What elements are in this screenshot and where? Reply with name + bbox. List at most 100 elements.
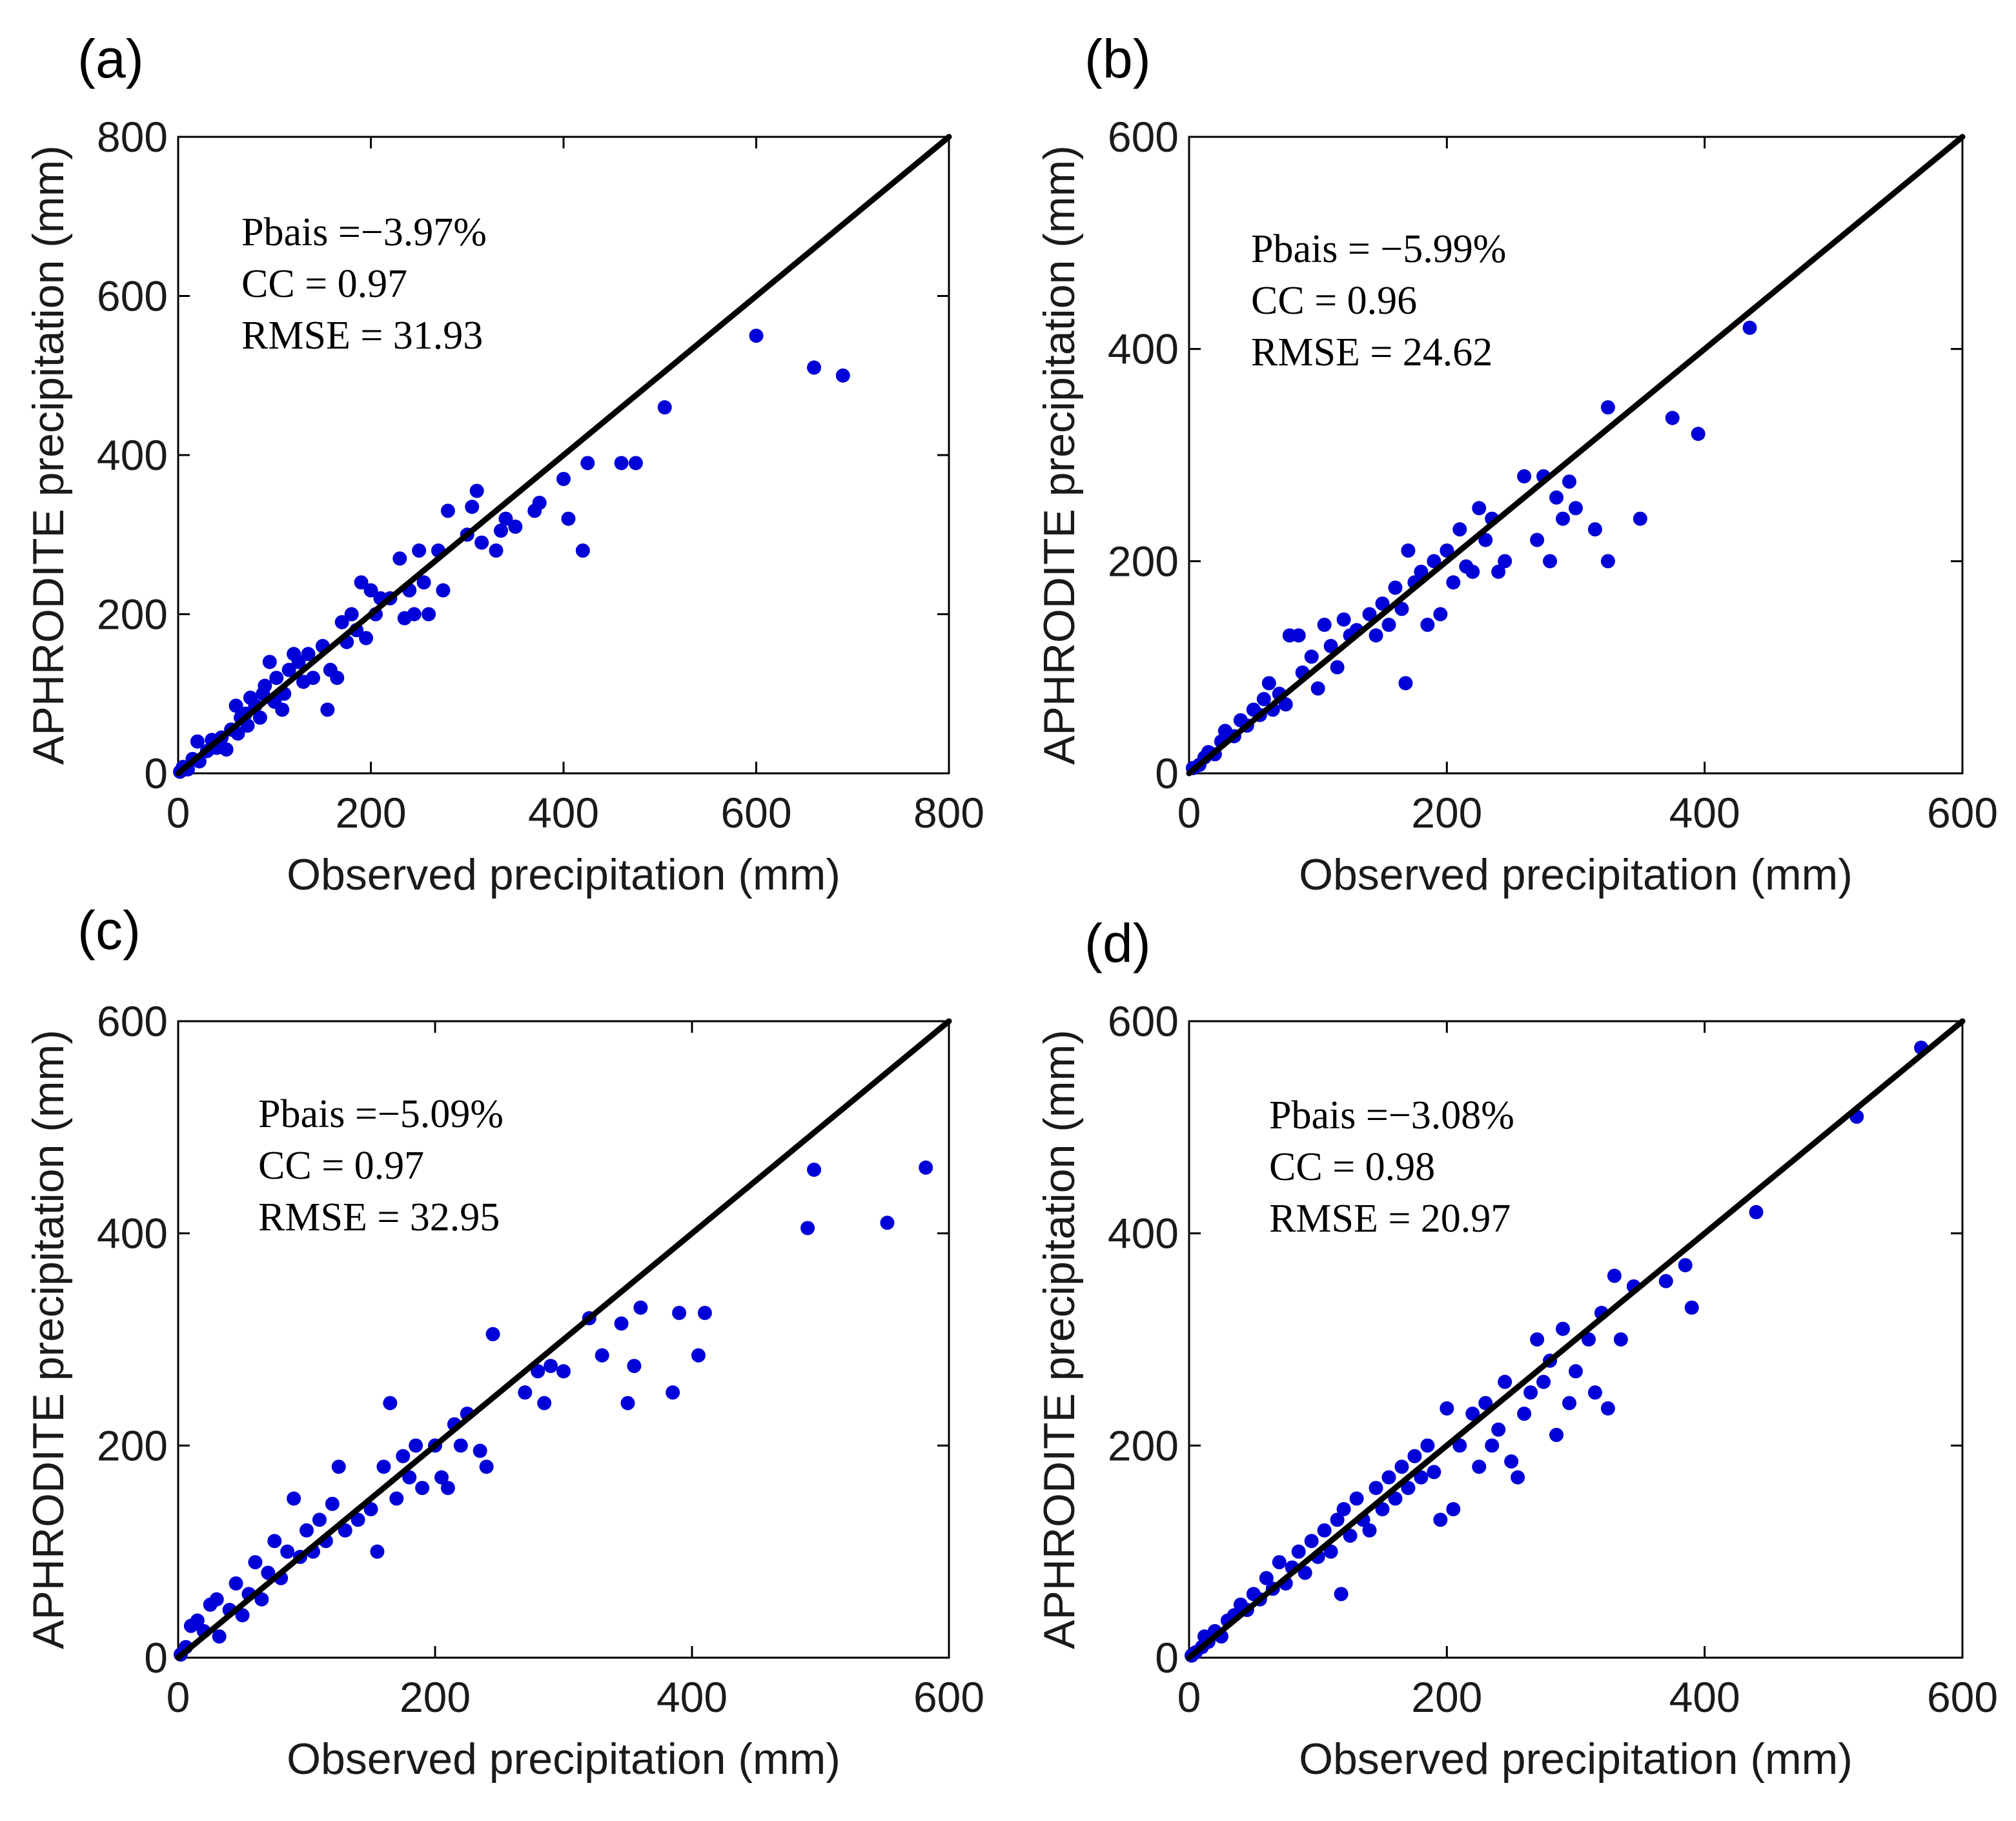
x-axis-label: Observed precipitation (mm) <box>287 1735 840 1784</box>
stat-line: RMSE = 32.95 <box>258 1195 500 1239</box>
scatter-point <box>1587 522 1602 537</box>
scatter-point <box>252 710 267 725</box>
scatter-point <box>493 524 508 538</box>
scatter-point <box>344 607 359 622</box>
scatter-point <box>267 1534 282 1549</box>
scatter-point <box>1478 1396 1493 1410</box>
scatter-point <box>330 671 345 686</box>
x-tick-label: 600 <box>720 789 791 837</box>
scatter-point <box>1259 1571 1274 1585</box>
scatter-point <box>402 1470 417 1485</box>
scatter-point <box>1465 1407 1480 1421</box>
x-tick-label: 0 <box>167 789 190 837</box>
scatter-point <box>434 1470 449 1485</box>
scatter-point <box>1691 427 1705 442</box>
scatter-point <box>835 368 850 383</box>
scatter-point <box>1472 501 1487 516</box>
y-tick-label: 0 <box>144 1634 168 1682</box>
scatter-point <box>338 1523 352 1538</box>
scatter-point <box>1587 1385 1602 1400</box>
scatter-point <box>281 662 296 677</box>
scatter-point <box>1298 1565 1312 1580</box>
scatter-point <box>235 1608 250 1623</box>
scatter-point <box>320 702 335 717</box>
x-tick-label: 400 <box>1669 1673 1740 1721</box>
scatter-point <box>258 678 272 693</box>
scatter-point <box>1362 1523 1377 1538</box>
scatter-point <box>1304 1534 1319 1549</box>
scatter-point <box>1394 602 1409 616</box>
x-tick-label: 200 <box>1411 1673 1482 1721</box>
axes-frame <box>177 1020 950 1659</box>
scatter-point <box>1381 1470 1396 1485</box>
scatter-point <box>537 1396 552 1410</box>
x-tick-label: 200 <box>1411 789 1482 837</box>
scatter-point <box>1562 1396 1577 1410</box>
scatter-point <box>1388 580 1403 595</box>
scatter-point <box>518 1385 533 1400</box>
x-tick-label: 400 <box>1669 789 1740 837</box>
scatter-point <box>1530 1332 1545 1347</box>
scatter-point <box>1600 554 1615 569</box>
scatter-point <box>1433 1512 1448 1527</box>
scatter-point <box>1304 649 1319 664</box>
y-axis-label: APHRODITE precipitation (mm) <box>1035 145 1084 765</box>
scatter-point <box>351 1512 365 1527</box>
scatter-point <box>1394 1460 1409 1474</box>
scatter-point <box>620 1396 635 1410</box>
scatter-point <box>1452 1438 1467 1453</box>
scatter-point <box>1543 554 1558 569</box>
scatter-point <box>508 519 523 534</box>
scatter-point <box>407 607 422 622</box>
scatter-point <box>614 456 629 471</box>
scatter-point <box>672 1305 687 1320</box>
scatter-point <box>1398 676 1413 691</box>
scatter-point <box>261 1565 276 1580</box>
scatter-point <box>1569 501 1583 516</box>
scatter-point <box>1336 612 1351 627</box>
scatter-point <box>1433 607 1448 622</box>
scatter-point <box>363 1501 378 1516</box>
scatter-point <box>409 1438 423 1453</box>
scatter-point <box>1440 1401 1454 1416</box>
scatter-point <box>219 742 234 757</box>
scatter-point <box>1607 1268 1622 1283</box>
y-tick-label: 600 <box>97 997 168 1045</box>
scatter-point <box>1369 1481 1383 1496</box>
scatter-point <box>1420 617 1435 632</box>
scatter-point <box>614 1316 629 1331</box>
scatter-point <box>440 504 455 518</box>
scatter-point <box>1491 1422 1506 1437</box>
scatter-point <box>531 1364 545 1379</box>
scatter-point <box>1440 543 1454 558</box>
y-tick-label: 0 <box>1155 749 1179 797</box>
scatter-point <box>383 1396 398 1410</box>
scatter-point <box>412 543 427 558</box>
scatter-point <box>422 607 436 622</box>
x-tick-label: 400 <box>657 1673 728 1721</box>
scatter-point <box>1511 1470 1525 1485</box>
scatter-point <box>291 655 306 669</box>
scatter-point <box>1498 554 1512 569</box>
scatter-point <box>473 1443 487 1458</box>
one-to-one-line <box>1186 1018 1966 1661</box>
scatter-point <box>1678 1257 1693 1272</box>
scatter-point <box>474 535 489 550</box>
axes-frame <box>1188 1020 1964 1659</box>
scatter-point <box>1317 1523 1332 1538</box>
x-tick-label: 0 <box>167 1673 190 1721</box>
scatter-point <box>453 1438 468 1453</box>
scatter-point <box>331 1460 346 1474</box>
stat-line: CC = 0.97 <box>258 1144 424 1188</box>
scatter-point <box>1362 607 1377 622</box>
scatter-point <box>415 1481 430 1496</box>
y-axis-label: APHRODITE precipitation (mm) <box>24 145 73 765</box>
scatter-point <box>880 1216 895 1230</box>
y-tick-label: 200 <box>97 591 168 638</box>
scatter-point <box>1478 533 1493 547</box>
scatter-point <box>1465 564 1480 579</box>
stat-line: CC = 0.98 <box>1269 1145 1435 1189</box>
scatter-point <box>1427 554 1441 569</box>
scatter-point <box>1446 1501 1461 1516</box>
panel-label: (a) <box>77 28 144 89</box>
